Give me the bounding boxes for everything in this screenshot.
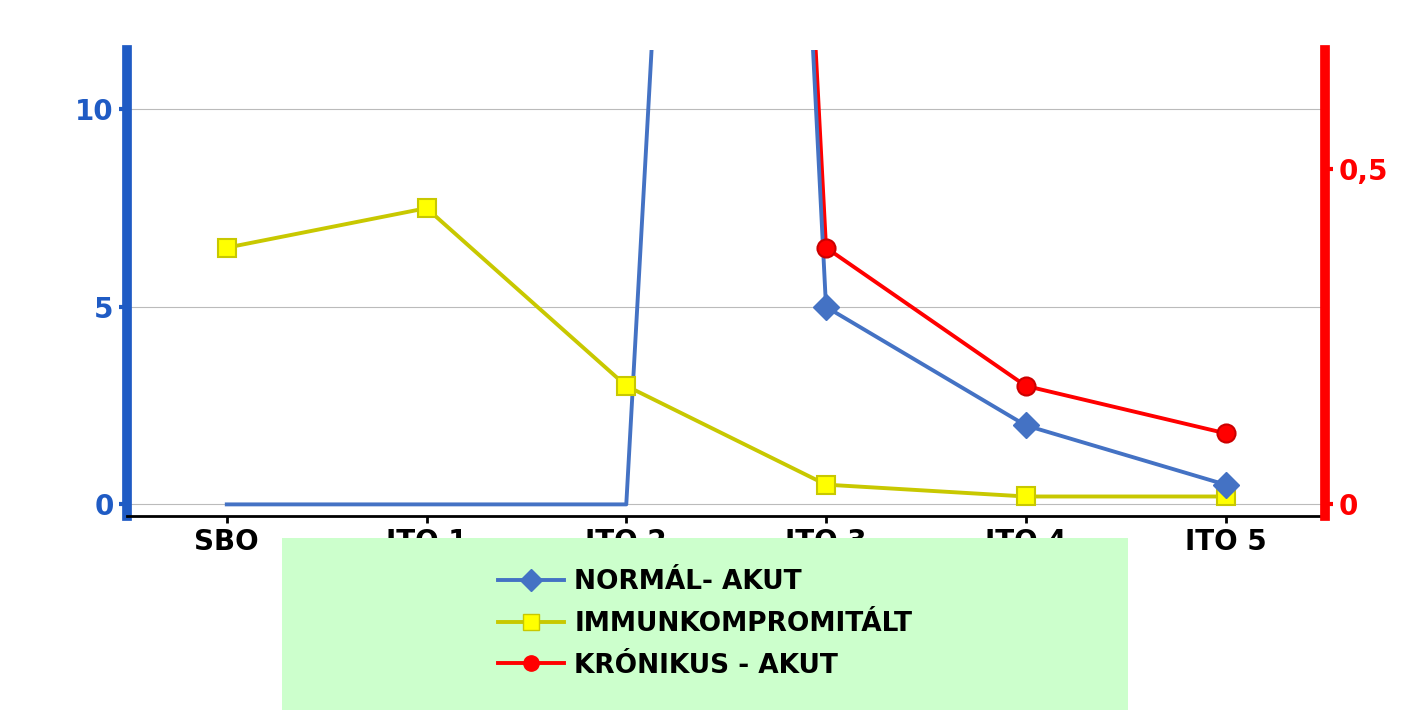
Legend: NORMÁL- AKUT, IMMUNKOMPROMITÁLT, KRÓNIKUS - AKUT: NORMÁL- AKUT, IMMUNKOMPROMITÁLT, KRÓNIKU… — [485, 556, 925, 692]
